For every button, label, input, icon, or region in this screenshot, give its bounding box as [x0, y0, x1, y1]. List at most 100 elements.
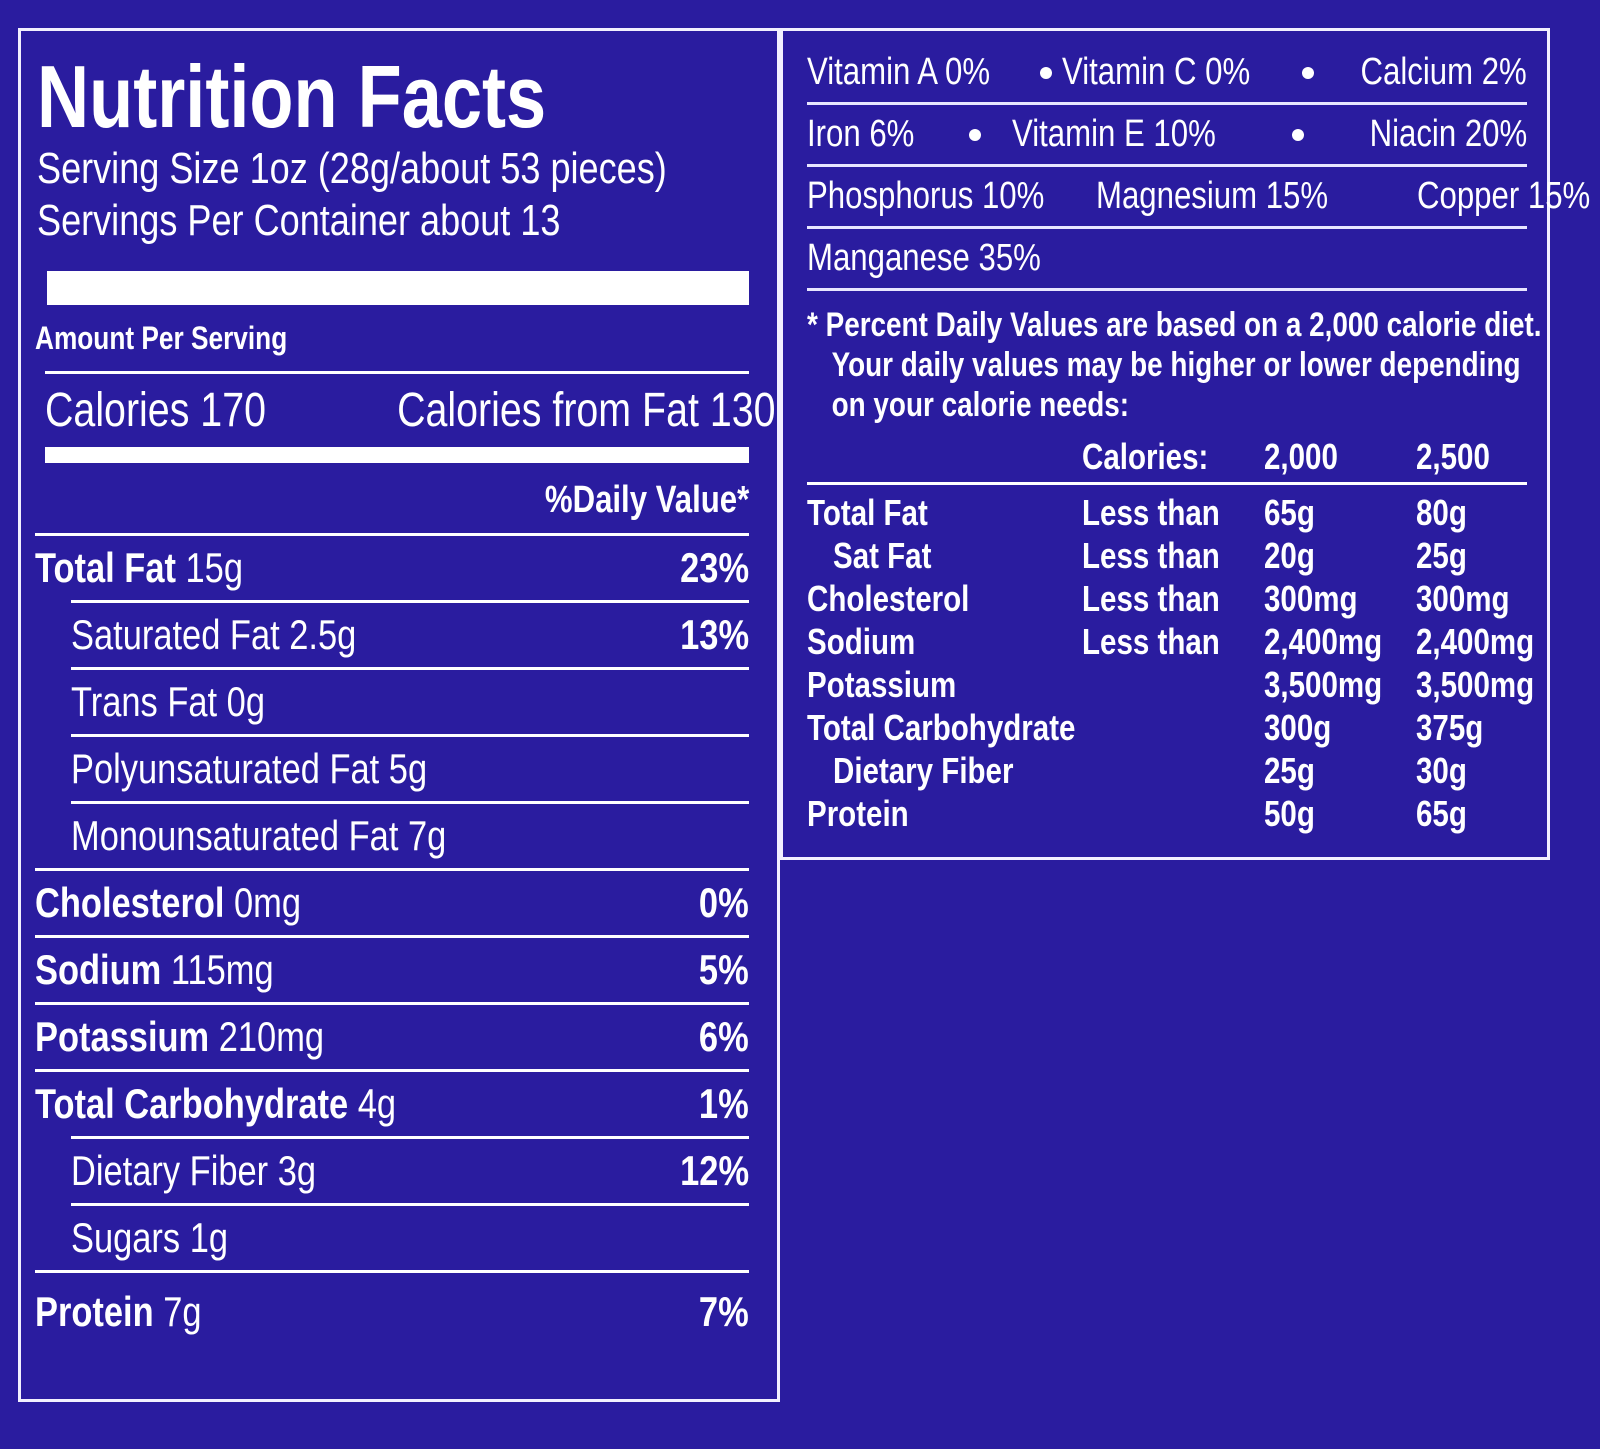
nutrient-row: Sugars 1g	[71, 1203, 749, 1270]
nutrient-label: Potassium 210mg	[35, 1013, 324, 1061]
nutrient-name: Total Carbohydrate	[35, 1080, 349, 1127]
nutrient-label: Total Fat 15g	[35, 544, 243, 592]
row-name: Sodium	[807, 621, 916, 662]
nutrient-row: Total Fat 15g 23%	[35, 533, 749, 600]
vitamin: Phosphorus 10%	[807, 175, 1045, 217]
footnote-text: * Percent Daily Values are based on a 2,…	[807, 306, 1542, 424]
limit: 300mg	[1416, 578, 1510, 619]
limit: 3,500mg	[1416, 664, 1535, 705]
amount-per-serving: Amount Per Serving	[35, 305, 749, 371]
amount-text: Amount Per Serving	[35, 319, 288, 356]
nutrient-label: Dietary Fiber 3g	[71, 1147, 316, 1195]
nutrient-amount: 2.5g	[289, 611, 357, 658]
nutrition-facts-panel: Nutrition Facts Serving Size 1oz (28g/ab…	[18, 28, 780, 1402]
vitamin: Vitamin E 10%	[1012, 113, 1216, 155]
thick-rule	[47, 271, 749, 305]
row-name: Cholesterol	[807, 578, 970, 619]
nutrient-label: Total Carbohydrate 4g	[35, 1080, 396, 1128]
bullet	[1291, 128, 1304, 141]
nutrient-amount: 210mg	[218, 1013, 325, 1060]
vitamin: Iron 6%	[807, 113, 915, 155]
vitamin: Magnesium 15%	[1096, 175, 1329, 217]
limit: 80g	[1416, 492, 1467, 533]
row-name: Total Carbohydrate	[807, 707, 1076, 748]
daily-value: 6%	[699, 1013, 749, 1060]
table-row: Sodium Less than 2,400mg 2,400mg	[807, 620, 1535, 663]
nutrient-name: Potassium	[35, 1013, 210, 1060]
daily-value: 23%	[680, 544, 749, 591]
reference-table: Calories: 2,000 2,500 Total Fat Less than 65g…	[807, 435, 1535, 835]
nutrient-list: Total Fat 15g 23% Saturated Fat 2.5g 13% Tra…	[31, 533, 749, 1350]
nutrient-amount: 7g	[407, 812, 447, 859]
header-cell: 2,500	[1416, 436, 1490, 477]
nutrient-name: Cholesterol	[35, 879, 225, 926]
header-cell: Calories:	[1082, 436, 1209, 477]
calories-row: Calories 170 Calories from Fat 130	[45, 371, 776, 447]
nutrient-row: Potassium 210mg 6%	[35, 1002, 749, 1069]
nutrient-label: Trans Fat 0g	[71, 678, 265, 726]
table-row: Total Fat Less than 65g 80g	[807, 491, 1527, 534]
vitamin: Calcium 2%	[1360, 51, 1527, 93]
vitamin-row: Vitamin A 0% Vitamin C 0% Calcium 2%	[807, 43, 1527, 105]
dv-header-text: %Daily Value*	[544, 479, 749, 521]
nutrient-name: Protein	[35, 1287, 154, 1335]
limit: 3,500mg	[1264, 664, 1383, 705]
row-name: Potassium	[807, 664, 957, 705]
daily-value: 1%	[699, 1080, 749, 1127]
nutrient-row: Trans Fat 0g	[71, 667, 749, 734]
nutrient-label: Sugars 1g	[71, 1214, 228, 1262]
calories-from-fat: Calories from Fat 130	[397, 384, 776, 437]
nutrient-amount: 5g	[388, 745, 428, 792]
vitamin-row: Manganese 35%	[807, 229, 1527, 291]
limit: 375g	[1416, 707, 1484, 748]
nutrient-row: Protein 7g 7%	[35, 1270, 749, 1350]
spacer	[1082, 706, 1264, 749]
limit: 25g	[1416, 535, 1467, 576]
nutrient-row: Polyunsaturated Fat 5g	[71, 734, 749, 801]
servings-text: Servings Per Container about 13	[37, 196, 561, 245]
daily-value-header: %Daily Value*	[31, 463, 749, 533]
limit: 65g	[1264, 492, 1315, 533]
spacer	[1082, 792, 1264, 835]
calories: Calories 170	[45, 384, 266, 437]
limit: 65g	[1416, 793, 1467, 834]
table-row: Potassium 3,500mg 3,500mg	[807, 663, 1535, 706]
vitamin: Vitamin A 0%	[807, 51, 991, 93]
vitamin: Manganese 35%	[807, 237, 1041, 279]
limit: 50g	[1264, 793, 1315, 834]
header-cell: 2,000	[1264, 436, 1338, 477]
nutrient-name: Trans Fat	[71, 678, 218, 725]
bullet	[969, 128, 982, 141]
limit: 2,400mg	[1264, 621, 1383, 662]
limit: 2,400mg	[1416, 621, 1535, 662]
daily-value: 12%	[680, 1147, 749, 1194]
table-row: Sat Fat Less than 20g 25g	[807, 534, 1527, 577]
spacer	[807, 435, 1082, 478]
limit: 20g	[1264, 535, 1315, 576]
qualifier: Less than	[1082, 492, 1220, 533]
limit: 300mg	[1264, 578, 1358, 619]
vitamins-panel: Vitamin A 0% Vitamin C 0% Calcium 2% Iron 6…	[780, 28, 1591, 860]
limit: 300g	[1264, 707, 1332, 748]
nutrient-label: Cholesterol 0mg	[35, 879, 301, 927]
nutrient-label: Sodium 115mg	[35, 946, 274, 994]
qualifier: Less than	[1082, 578, 1220, 619]
nutrient-row: Sodium 115mg 5%	[35, 935, 749, 1002]
daily-value: 0%	[699, 879, 749, 926]
table-row: Total Carbohydrate 300g 375g	[807, 706, 1527, 749]
vitamin: Vitamin C 0%	[1062, 51, 1251, 93]
servings-per-container: Servings Per Container about 13	[37, 195, 749, 247]
vitamin-row: Phosphorus 10% Magnesium 15% Copper 15%	[807, 167, 1591, 229]
nutrient-amount: 15g	[185, 544, 243, 591]
bullet	[1302, 66, 1315, 79]
serving-size-text: Serving Size 1oz (28g/about 53 pieces)	[37, 144, 667, 193]
nutrient-amount: 3g	[277, 1147, 317, 1194]
qualifier: Less than	[1082, 621, 1220, 662]
row-name: Dietary Fiber	[833, 750, 1014, 791]
table-row: Dietary Fiber 25g 30g	[807, 749, 1527, 792]
nutrient-name: Dietary Fiber	[71, 1147, 269, 1194]
nutrient-label: Saturated Fat 2.5g	[71, 611, 356, 659]
table-row: Cholesterol Less than 300mg 300mg	[807, 577, 1527, 620]
nutrient-row: Monounsaturated Fat 7g	[71, 801, 749, 868]
